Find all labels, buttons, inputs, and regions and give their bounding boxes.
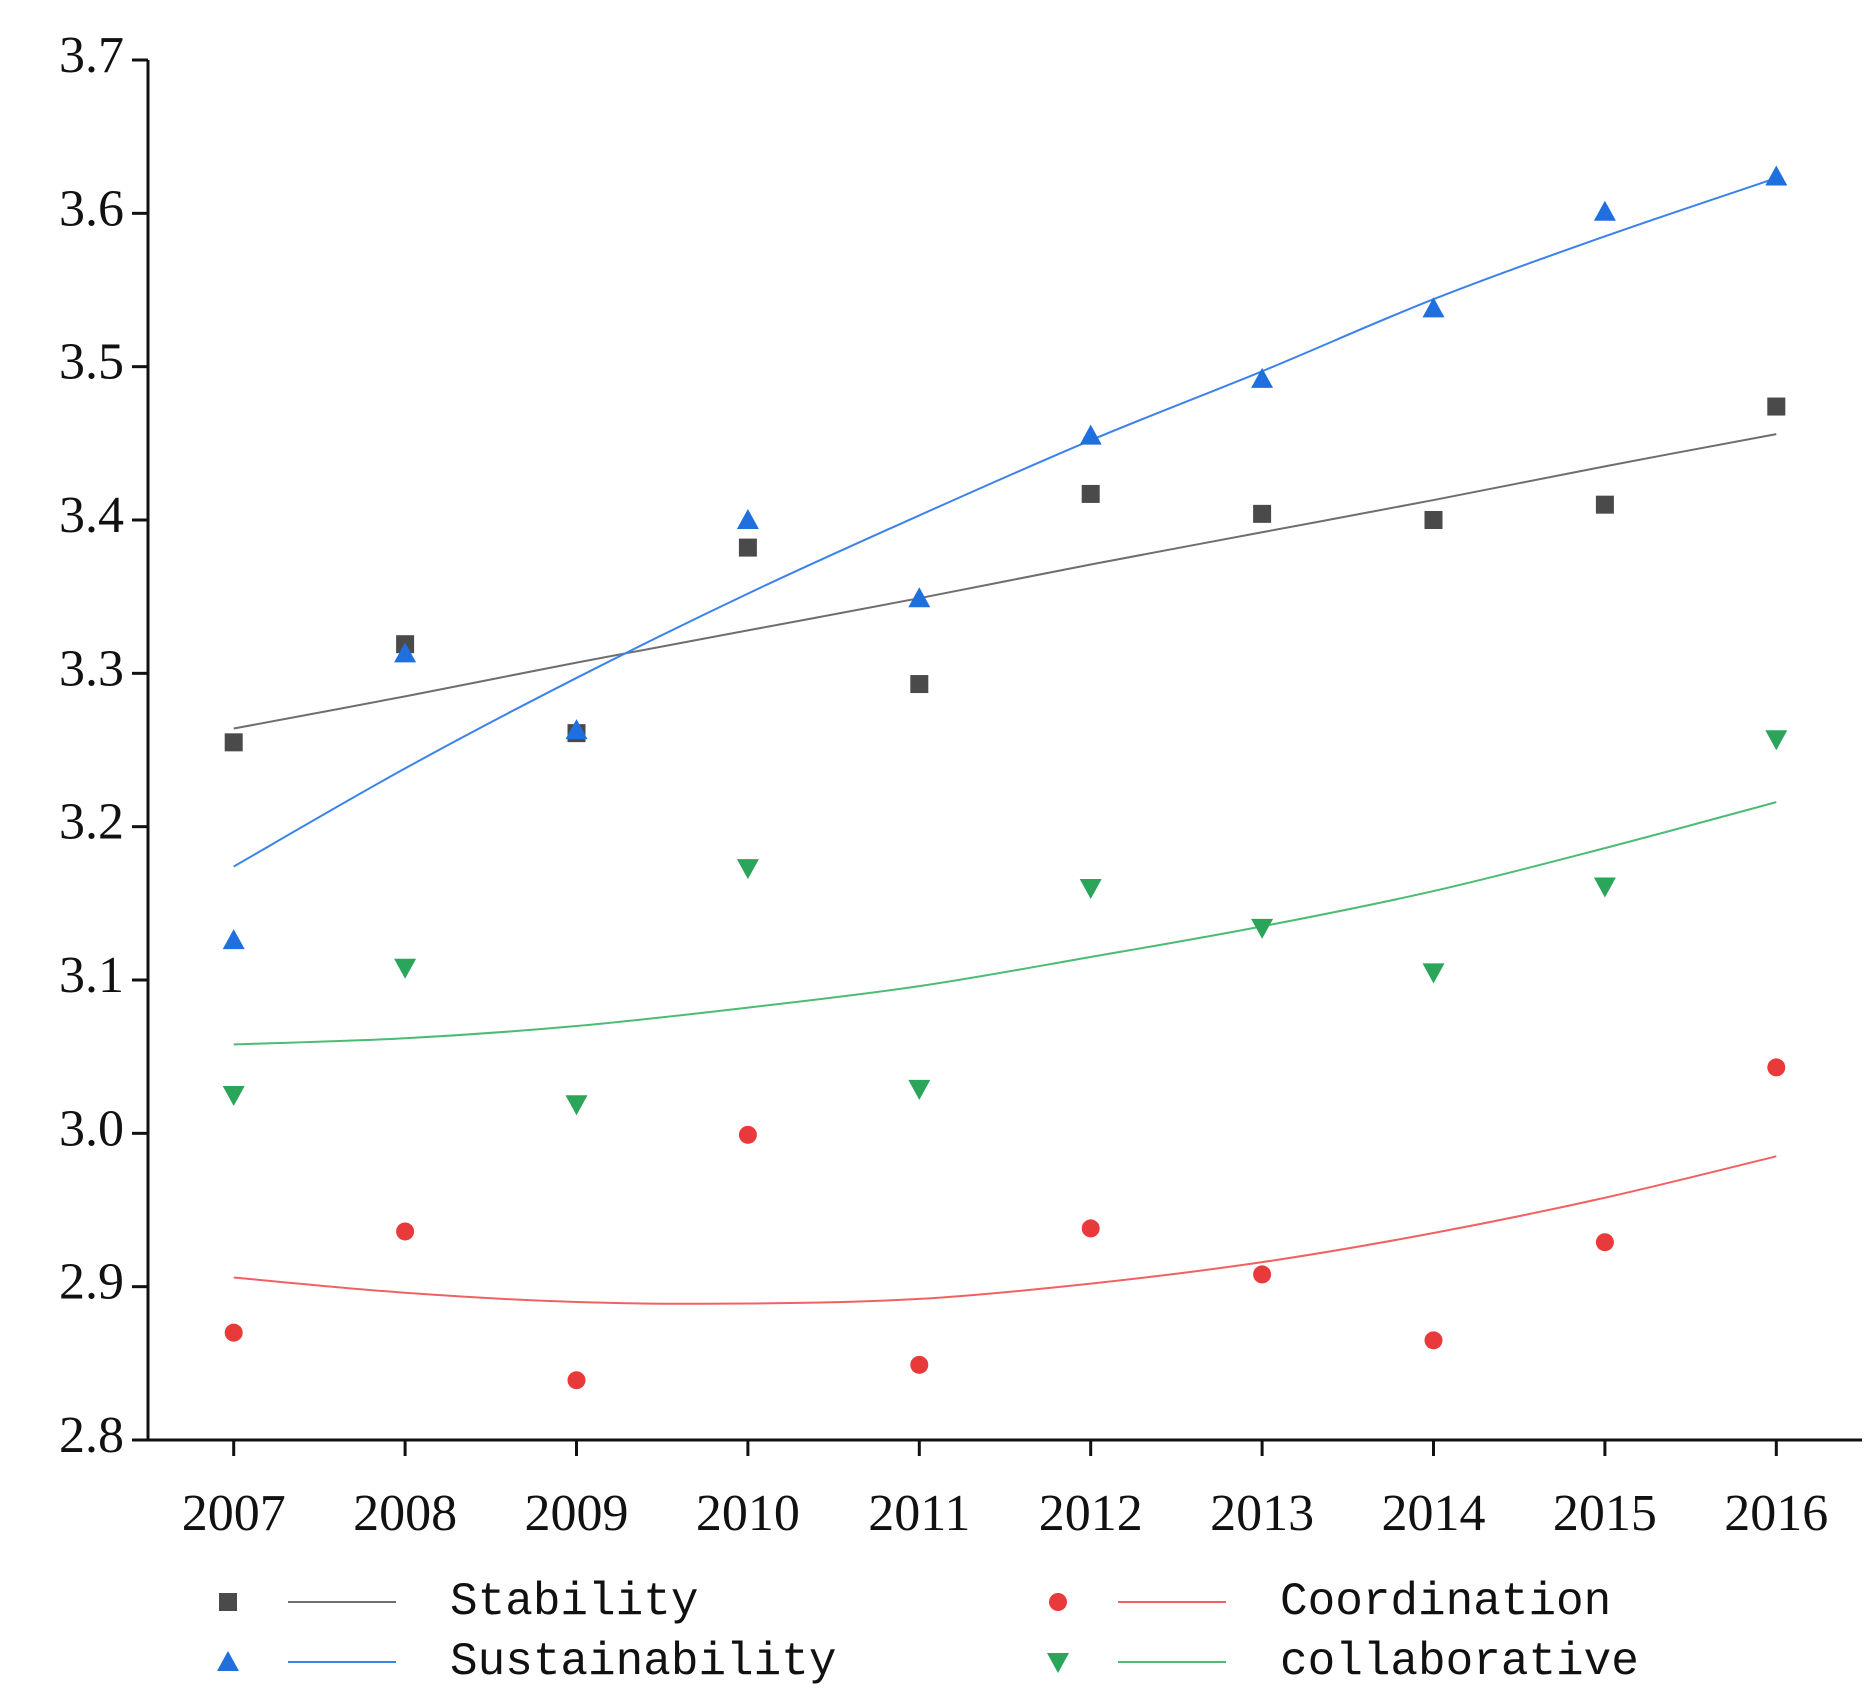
legend-label: Coordination [1280, 1576, 1611, 1628]
data-point [1593, 877, 1616, 898]
y-tick-label: 3.2 [59, 794, 124, 851]
data-point [1251, 367, 1274, 388]
data-point [567, 1371, 586, 1390]
y-tick-label: 2.8 [59, 1407, 124, 1464]
data-point [1079, 424, 1102, 445]
data-point [1253, 1265, 1272, 1284]
legend-marker [1047, 1653, 1069, 1673]
y-tick-label: 3.7 [59, 27, 124, 84]
y-tick-label: 2.9 [59, 1254, 124, 1311]
legend-marker [219, 1593, 237, 1611]
x-tick-label: 2014 [1382, 1485, 1486, 1542]
data-point [1079, 879, 1102, 899]
fit-line [233, 1155, 1777, 1305]
data-point [394, 642, 417, 663]
x-tick-label: 2011 [868, 1485, 970, 1542]
data-point [1424, 1331, 1443, 1350]
legend-marker [1049, 1593, 1067, 1611]
data-point [1424, 511, 1443, 529]
y-tick-label: 3.1 [59, 947, 124, 1004]
y-tick-label: 3.0 [59, 1100, 124, 1157]
data-point [1251, 918, 1274, 939]
x-tick-label: 2008 [353, 1485, 457, 1542]
data-point [1081, 484, 1100, 503]
x-tick-label: 2016 [1724, 1485, 1828, 1542]
data-point [224, 1323, 243, 1342]
data-point [738, 1125, 757, 1144]
y-tick-label: 3.5 [59, 334, 124, 391]
data-point [1595, 1233, 1614, 1252]
fit-line [233, 177, 1777, 868]
fit-line [233, 801, 1777, 1046]
data-point [1595, 495, 1614, 514]
data-point [565, 719, 588, 740]
legend-marker [217, 1651, 239, 1671]
legend-label: Stability [450, 1576, 698, 1628]
data-point [222, 1086, 245, 1106]
data-point [565, 1095, 588, 1116]
data-point [1767, 1058, 1786, 1077]
data-point [1422, 297, 1445, 318]
data-point [1593, 200, 1616, 221]
y-tick-label: 3.3 [59, 640, 124, 697]
x-tick-label: 2007 [182, 1485, 286, 1542]
data-point [908, 587, 931, 608]
y-tick-label: 3.6 [59, 180, 124, 237]
legend-label: collaborative [1280, 1636, 1639, 1688]
data-point [910, 1355, 929, 1374]
data-point [396, 1222, 415, 1241]
x-tick-label: 2009 [525, 1485, 629, 1542]
data-point [1765, 730, 1788, 751]
x-tick-label: 2015 [1553, 1485, 1657, 1542]
data-point [1767, 397, 1786, 416]
data-point [394, 958, 417, 979]
fit-line [233, 433, 1777, 730]
data-point [910, 675, 929, 694]
data-point [908, 1079, 931, 1100]
data-point [736, 509, 759, 529]
data-point [1081, 1219, 1100, 1238]
data-point [1253, 504, 1272, 523]
y-tick-label: 3.4 [59, 487, 124, 544]
legend-label: Sustainability [450, 1636, 836, 1688]
data-point [738, 538, 757, 557]
x-tick-label: 2013 [1210, 1485, 1314, 1542]
x-tick-label: 2010 [696, 1485, 800, 1542]
data-point [1422, 963, 1445, 984]
data-point [224, 733, 243, 752]
x-tick-label: 2012 [1039, 1485, 1143, 1542]
data-point [736, 859, 759, 880]
data-point [1765, 165, 1788, 186]
data-point [222, 929, 245, 950]
